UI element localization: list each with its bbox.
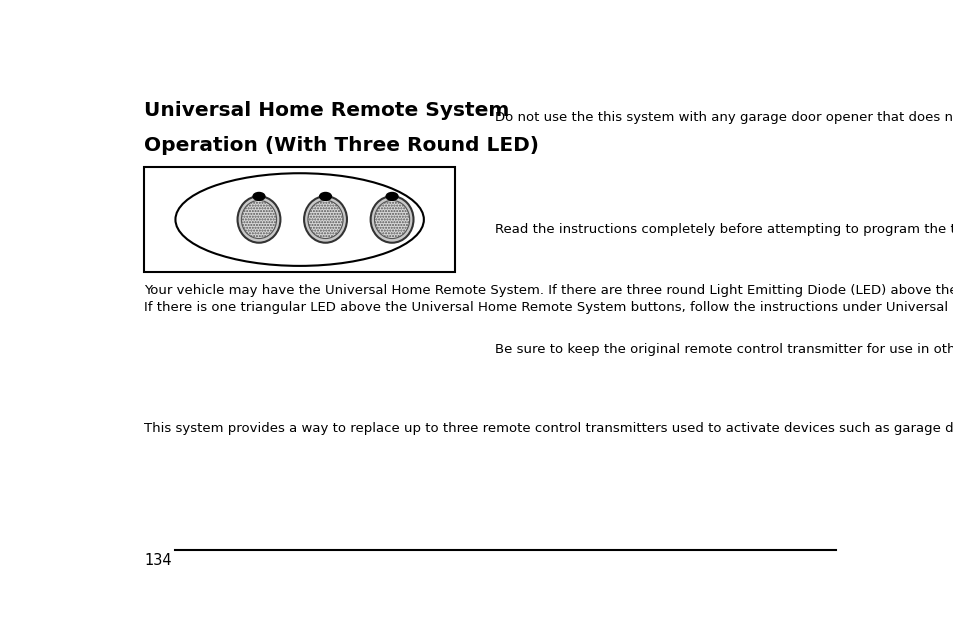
FancyBboxPatch shape [144, 167, 455, 272]
Text: Be sure to keep the original remote control transmitter for use in other vehicle: Be sure to keep the original remote cont… [495, 343, 953, 356]
Text: 134: 134 [144, 553, 172, 568]
Circle shape [253, 193, 265, 200]
Ellipse shape [304, 196, 347, 243]
Circle shape [386, 193, 397, 200]
Ellipse shape [370, 196, 413, 243]
Ellipse shape [308, 200, 343, 238]
Ellipse shape [375, 200, 409, 238]
Text: This system provides a way to replace up to three remote control transmitters us: This system provides a way to replace up… [144, 422, 953, 434]
Ellipse shape [241, 200, 276, 238]
Text: Do not use the this system with any garage door opener that does not have the st: Do not use the this system with any gara… [495, 111, 953, 123]
Circle shape [319, 193, 331, 200]
Text: Operation (With Three Round LED): Operation (With Three Round LED) [144, 136, 538, 155]
Text: Universal Home Remote System: Universal Home Remote System [144, 100, 509, 120]
Text: Read the instructions completely before attempting to program the transmitter. B: Read the instructions completely before … [495, 223, 953, 236]
Ellipse shape [175, 173, 423, 266]
Ellipse shape [237, 196, 280, 243]
Text: Your vehicle may have the Universal Home Remote System. If there are three round: Your vehicle may have the Universal Home… [144, 284, 953, 314]
